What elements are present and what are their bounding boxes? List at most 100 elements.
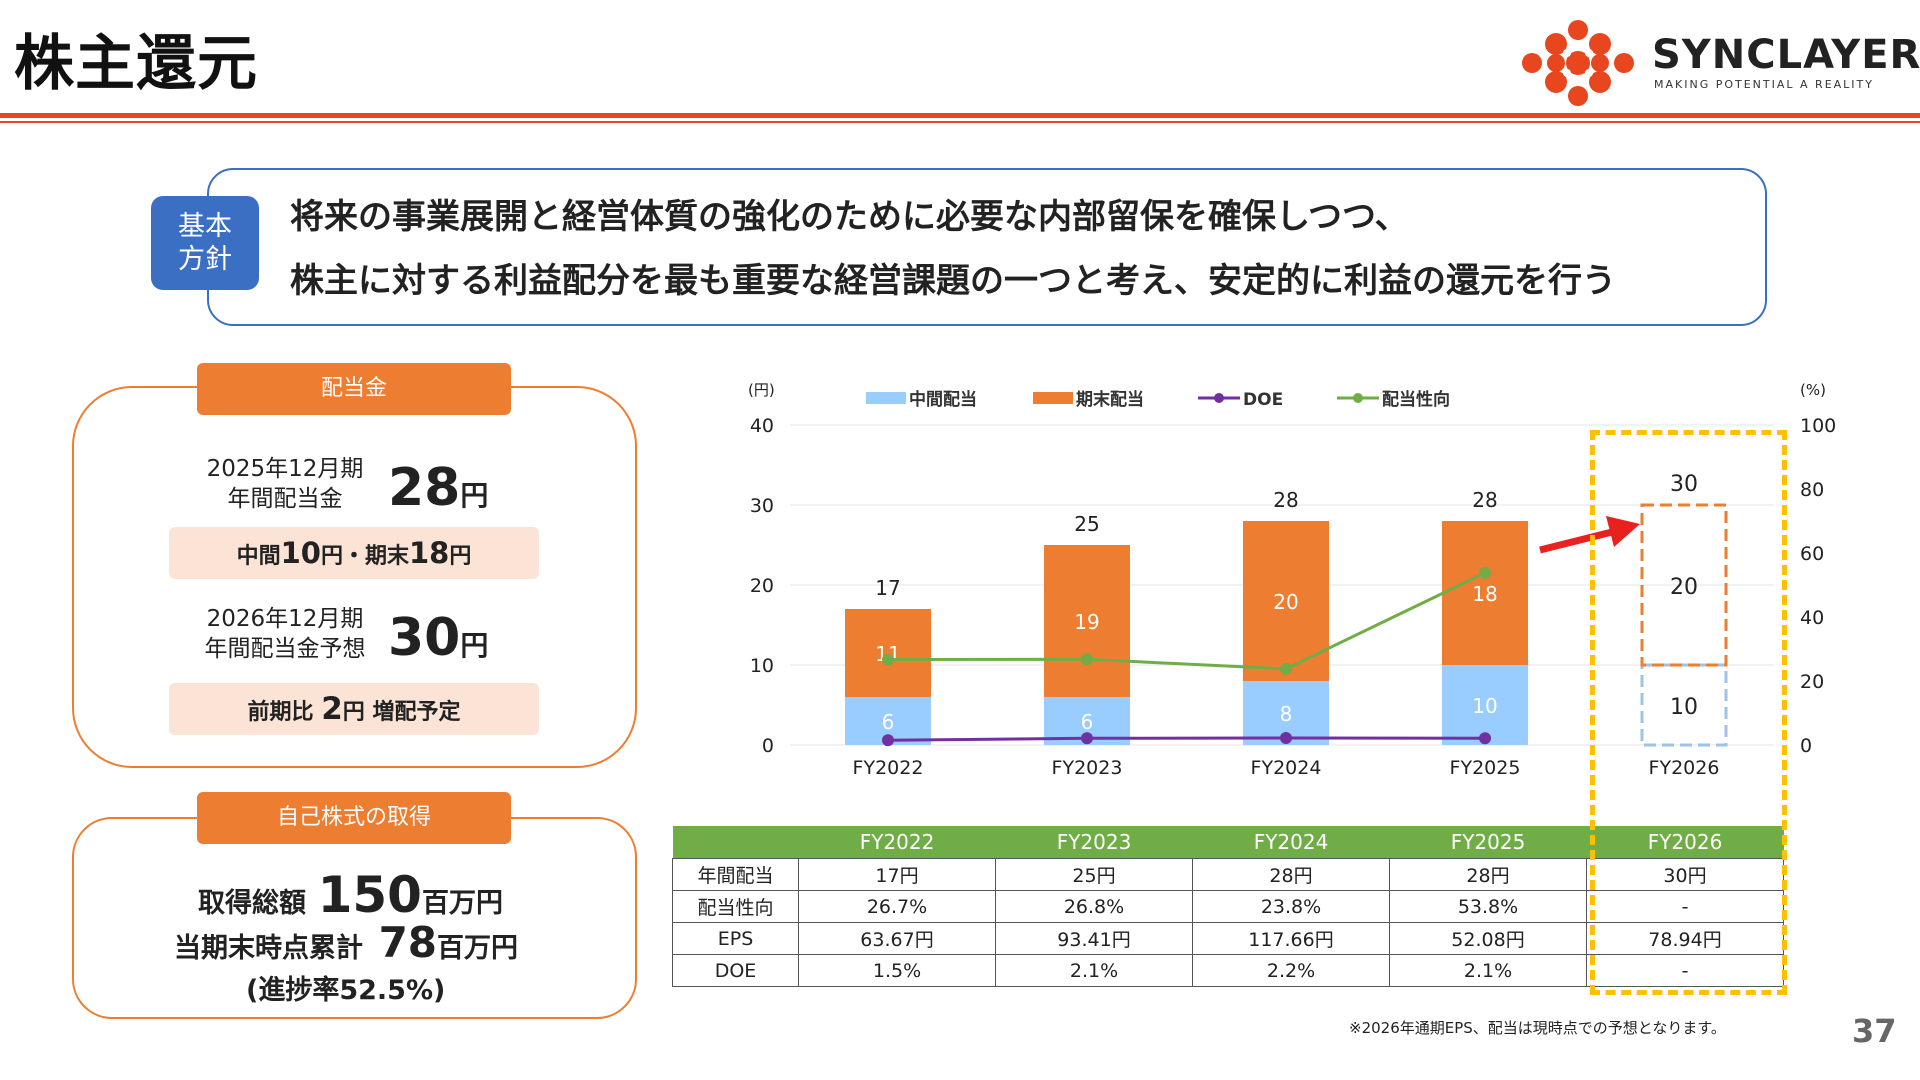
y2-tick-label: 80 xyxy=(1800,479,1824,501)
marker-doe xyxy=(1081,732,1093,745)
forecast-highlight-box xyxy=(1590,430,1787,995)
fy2026-label-line2: 年間配当金予想 xyxy=(204,636,366,662)
bar-label-final: 20 xyxy=(1670,575,1698,600)
buyback-cum-value: 78 xyxy=(378,918,438,967)
bar-label-final: 19 xyxy=(1074,610,1099,634)
x-tick-label: FY2023 xyxy=(1052,757,1123,779)
fy2026-dividend-value: 30 xyxy=(388,608,461,668)
table-header-fy2023: FY2023 xyxy=(995,826,1193,859)
fy2026-dividend: 30円 xyxy=(388,608,488,668)
y-tick-label: 10 xyxy=(750,655,774,677)
fy2025-label: 2025年12月期 年間配当金 xyxy=(190,454,380,514)
policy-badge-line1: 基本 xyxy=(178,211,232,242)
buyback-cum-unit: 百万円 xyxy=(437,933,519,964)
logo-tagline: MAKING POTENTIAL A REALITY xyxy=(1654,78,1874,91)
footnote: ※2026年通期EPS、配当は現時点での予想となります。 xyxy=(1349,1019,1726,1037)
table-row: 配当性向 26.7% 26.8% 23.8% 53.8% - xyxy=(672,890,1784,923)
policy-box xyxy=(207,168,1767,326)
bar-label-interim: 10 xyxy=(1670,695,1698,720)
table-row: EPS 63.67円 93.41円 117.66円 52.08円 78.94円 xyxy=(672,922,1784,955)
y2-tick-label: 100 xyxy=(1800,415,1836,437)
x-tick-label: FY2025 xyxy=(1450,757,1521,779)
pill-interim-label: 中間 xyxy=(236,544,281,569)
pill-final-value: 18 xyxy=(409,536,450,570)
left-axis-unit: (円) xyxy=(748,381,775,399)
table-header-fy2025: FY2025 xyxy=(1389,826,1587,859)
page-title: 株主還元 xyxy=(14,29,258,99)
table-cell: 23.8% xyxy=(1192,890,1390,923)
table-row-label: EPS xyxy=(672,922,799,955)
table-cell: 117.66円 xyxy=(1192,922,1390,955)
bar-final xyxy=(1044,545,1130,697)
policy-line-1: 将来の事業展開と経営体質の強化のために必要な内部留保を確保しつつ、 xyxy=(290,197,1409,237)
y2-tick-label: 0 xyxy=(1800,735,1812,757)
pill-yoy-suffix: 円 増配予定 xyxy=(342,700,461,725)
y2-tick-label: 60 xyxy=(1800,543,1824,565)
legend-swatch-final xyxy=(1033,392,1073,404)
legend-label-interim: 中間配当 xyxy=(909,389,977,410)
fy2025-breakdown-pill: 中間10円・期末18円 xyxy=(169,527,539,579)
pill-unit: 円 xyxy=(449,544,472,569)
table-header-blank xyxy=(672,826,799,859)
fy2026-dividend-unit: 円 xyxy=(460,629,489,662)
buyback-progress: (進捗率52.5%) xyxy=(246,975,446,1006)
line-payout xyxy=(887,571,1486,671)
legend-label-payout: 配当性向 xyxy=(1382,389,1450,410)
table-row: DOE 1.5% 2.1% 2.2% 2.1% - xyxy=(672,954,1784,987)
bar-interim-forecast xyxy=(1640,663,1728,747)
x-tick-label: FY2024 xyxy=(1251,757,1322,779)
marker-payout xyxy=(1280,662,1292,675)
marker-payout xyxy=(1479,566,1491,579)
y2-tick-label: 40 xyxy=(1800,607,1824,629)
buyback-card-tab: 自己株式の取得 xyxy=(197,792,511,844)
line-doe xyxy=(887,736,1486,742)
page-number: 37 xyxy=(1852,1012,1897,1050)
table-cell: 93.41円 xyxy=(995,922,1193,955)
table-cell: 78.94円 xyxy=(1586,922,1784,955)
buyback-cum-label: 当期末時点累計 xyxy=(174,933,363,964)
policy-badge: 基本 方針 xyxy=(151,196,259,290)
buyback-total: 取得総額 150百万円 xyxy=(198,866,503,924)
table-cell: 28円 xyxy=(1192,858,1390,891)
bar-label-interim: 10 xyxy=(1472,694,1497,718)
header-rule xyxy=(0,113,1920,118)
bar-label-total: 17 xyxy=(875,576,900,600)
bar-final-forecast xyxy=(1640,503,1728,667)
buyback-total-value: 150 xyxy=(317,866,422,924)
bar-label-total: 28 xyxy=(1472,488,1497,512)
table-cell: 17円 xyxy=(798,858,996,891)
right-axis-unit: (%) xyxy=(1800,381,1826,399)
fy2026-label: 2026年12月期 年間配当金予想 xyxy=(190,604,380,664)
fy2026-increase-pill: 前期比 2円 増配予定 xyxy=(169,683,539,735)
marker-doe xyxy=(1479,732,1491,745)
table-row-label: DOE xyxy=(672,954,799,987)
fy2025-label-line2: 年間配当金 xyxy=(227,486,343,512)
table-header-row: FY2022 FY2023 FY2024 FY2025 FY2026 xyxy=(672,826,1784,859)
table-header-fy2022: FY2022 xyxy=(798,826,996,859)
x-tick-label: FY2026 xyxy=(1649,757,1720,779)
marker-payout xyxy=(1081,653,1093,666)
table-cell: 1.5% xyxy=(798,954,996,987)
dividend-table: FY2022 FY2023 FY2024 FY2025 FY2026 年間配当 … xyxy=(672,826,1784,987)
bar-final xyxy=(1442,521,1528,665)
table-row-label: 年間配当 xyxy=(672,858,799,891)
fy2025-dividend-unit: 円 xyxy=(460,479,489,512)
table-cell: 30円 xyxy=(1586,858,1784,891)
synclayer-logo-mark xyxy=(1522,20,1634,106)
fy2025-dividend-value: 28 xyxy=(388,458,461,518)
table-cell: 63.67円 xyxy=(798,922,996,955)
legend-marker-payout xyxy=(1353,393,1363,403)
y2-tick-label: 20 xyxy=(1800,671,1824,693)
table-cell: 52.08円 xyxy=(1389,922,1587,955)
x-tick-label: FY2022 xyxy=(853,757,924,779)
bar-final xyxy=(845,609,931,697)
buyback-total-label: 取得総額 xyxy=(198,888,306,919)
bar-interim xyxy=(1442,665,1528,745)
dividend-card-tab: 配当金 xyxy=(197,363,511,415)
table-cell: 53.8% xyxy=(1389,890,1587,923)
bar-label-interim: 6 xyxy=(882,710,895,734)
buyback-card xyxy=(72,817,637,1019)
bar-label-total: 30 xyxy=(1670,472,1698,497)
header-rule-thin xyxy=(0,121,1920,123)
